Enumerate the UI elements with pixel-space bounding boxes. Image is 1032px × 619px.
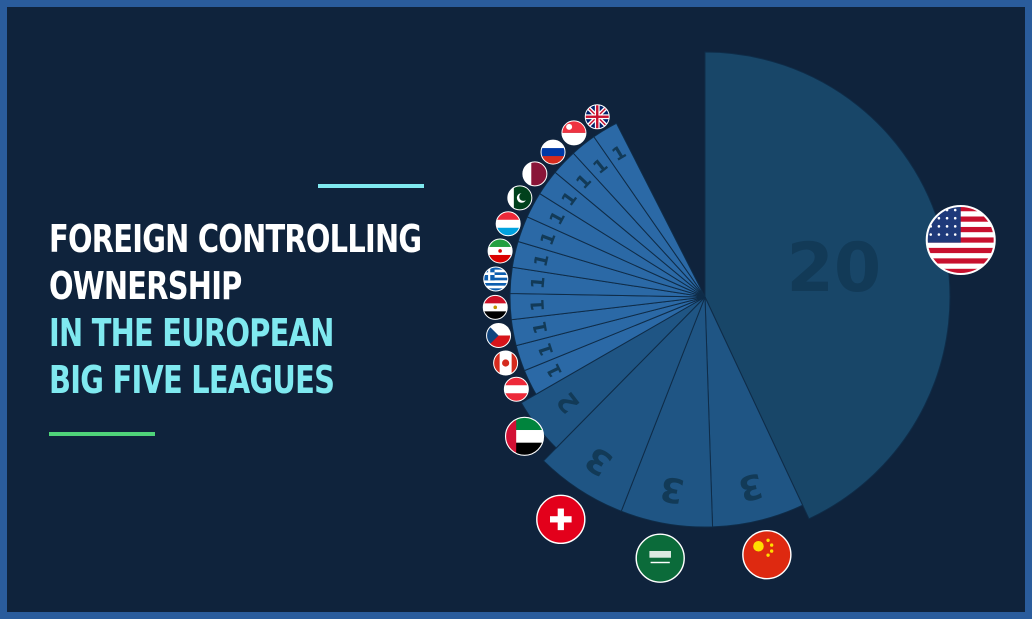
qatar-flag	[522, 161, 548, 187]
switzerland-flag	[536, 494, 586, 545]
title-accent-bar-top	[318, 184, 424, 188]
pie-slices	[509, 51, 951, 528]
iran-flag	[487, 238, 513, 264]
usa-flag	[925, 205, 996, 276]
russia-flag	[540, 139, 566, 165]
slice-value-label: 1	[528, 276, 550, 290]
canada-flag	[493, 350, 519, 376]
pie-slice-uk	[593, 122, 706, 298]
country-flags	[482, 104, 996, 583]
title-accent-bar-bottom	[49, 432, 155, 436]
infographic-panel: FOREIGN CONTROLLING OWNERSHIP IN THE EUR…	[7, 7, 1025, 612]
china-flag	[742, 529, 792, 580]
pie-slice-switzerland	[542, 296, 706, 512]
slice-value-label: 1	[527, 298, 549, 312]
uae-flag	[504, 416, 545, 456]
title-line-4: BIG FIVE LEAGUES	[49, 358, 335, 402]
title-line-1: FOREIGN CONTROLLING	[49, 217, 422, 261]
luxembourg-flag	[495, 211, 521, 237]
singapore-flag	[561, 120, 587, 146]
slice-value-label: 20	[787, 229, 882, 308]
egypt-flag	[482, 294, 508, 320]
saudi-arabia-flag	[635, 533, 685, 583]
title-line-3: IN THE EUROPEAN	[49, 311, 334, 355]
slice-value-label: 1	[535, 340, 559, 358]
uk-flag	[584, 104, 610, 130]
greece-flag	[483, 266, 509, 292]
czech-republic-flag	[486, 323, 512, 349]
austria-flag	[503, 376, 529, 402]
title-line-2: OWNERSHIP	[49, 264, 242, 308]
pakistan-flag	[507, 185, 533, 211]
slice-value-label: 1	[530, 252, 553, 269]
slice-value-label: 1	[529, 320, 552, 336]
